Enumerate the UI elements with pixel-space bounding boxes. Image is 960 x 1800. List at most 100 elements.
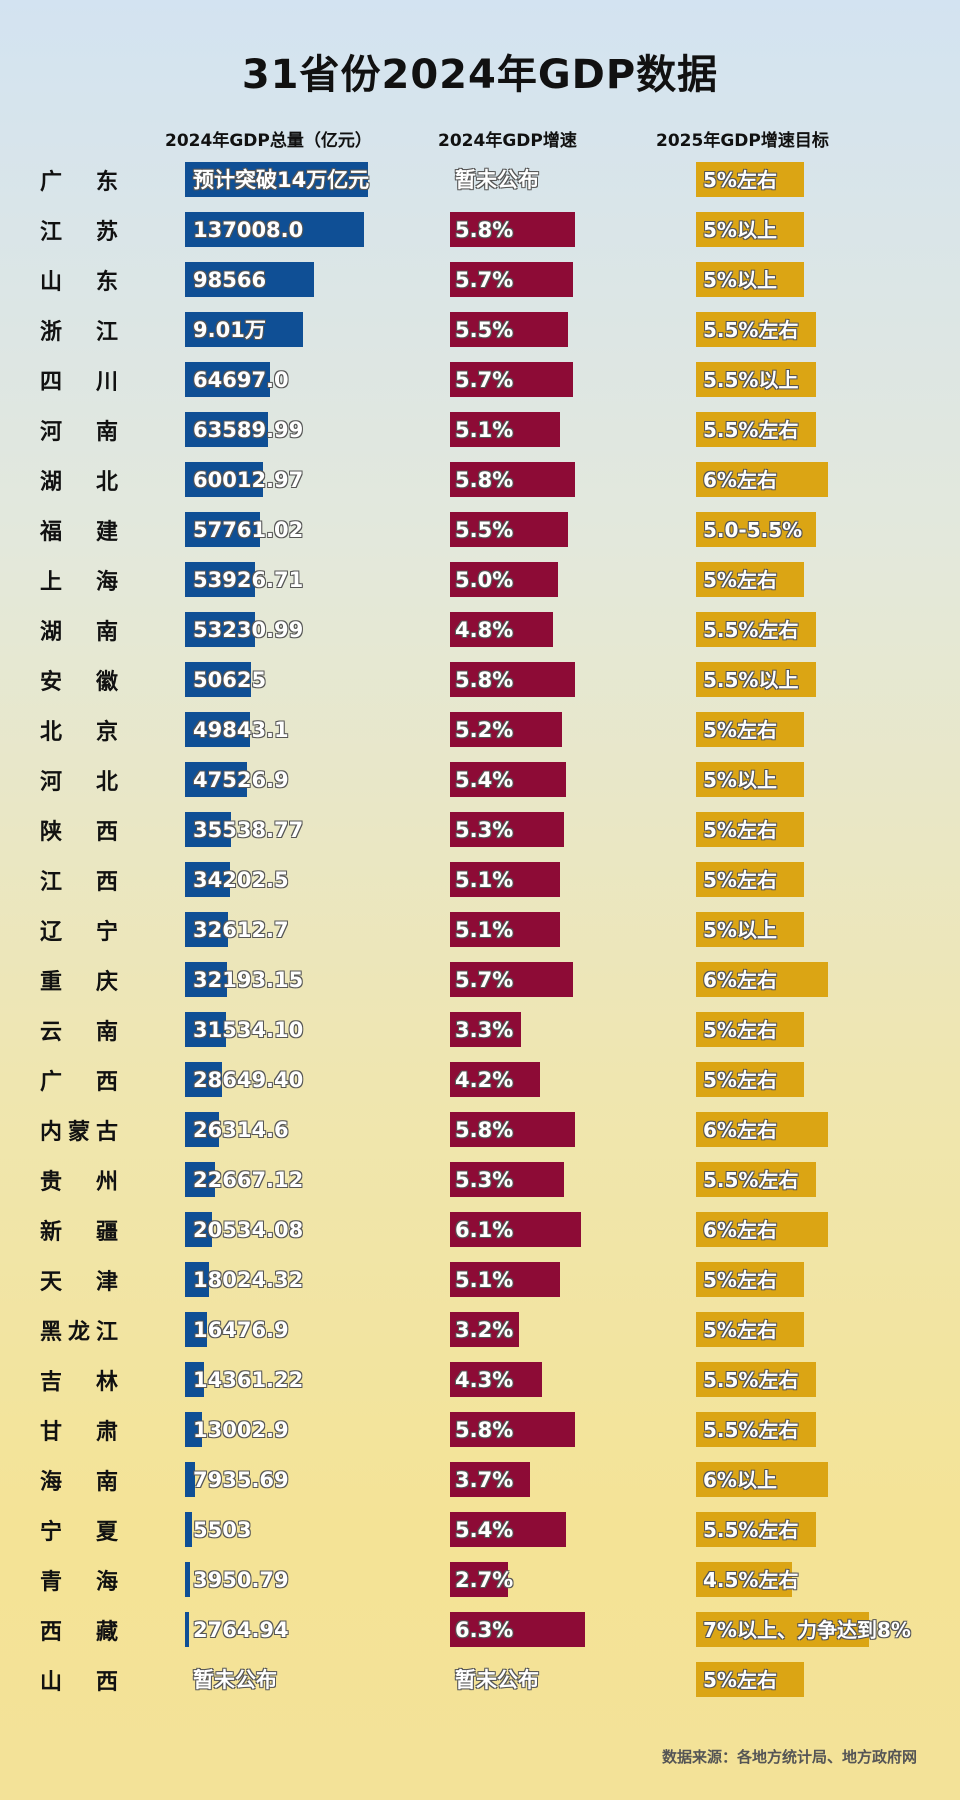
- target-bar: [696, 212, 804, 247]
- gdp-label: 35538.77: [193, 818, 304, 842]
- table-row: 河南 63589.99 5.1% 5.5%左右: [0, 405, 960, 455]
- gdp-bar: [185, 212, 364, 247]
- name-char: 浙: [40, 319, 63, 345]
- name-char: 疆: [95, 1219, 118, 1245]
- growth-label: 5.8%: [455, 468, 514, 492]
- table-row: 广东预计突破14万亿元 暂未公布 5%左右: [0, 155, 960, 205]
- page-title: 31省份2024年GDP数据: [241, 52, 719, 98]
- gdp-label: 预计突破14万亿元: [193, 168, 370, 192]
- table-row: 江苏 137008.0 5.8% 5%以上: [0, 205, 960, 255]
- gdp-label: 53926.71: [193, 568, 304, 592]
- gdp-bar: [185, 162, 368, 197]
- gdp-bar: [185, 1162, 215, 1197]
- growth-label: 5.1%: [455, 918, 514, 942]
- table-row: 山东 98566 5.7% 5%以上: [0, 255, 960, 305]
- growth-label: 5.4%: [455, 768, 514, 792]
- gdp-label: 9.01万: [193, 318, 266, 342]
- target-bar: [696, 1662, 804, 1697]
- gdp-label: 34202.5: [193, 868, 289, 892]
- province-name: 湖南: [40, 615, 118, 645]
- name-char: 江: [95, 1319, 118, 1345]
- name-char: 上: [40, 569, 63, 595]
- table-row: 新疆 20534.08 6.1% 6%左右: [0, 1205, 960, 1255]
- target-label: 5.5%以上: [703, 368, 799, 392]
- growth-bar: [450, 1312, 519, 1347]
- growth-bar: [450, 1112, 575, 1147]
- target-bar: [696, 1112, 828, 1147]
- province-name: 福建: [40, 515, 118, 545]
- gdp-label: 5503: [193, 1518, 252, 1542]
- growth-bar: [450, 1462, 530, 1497]
- province-name: 西藏: [40, 1615, 118, 1645]
- target-bar: [696, 1012, 804, 1047]
- gdp-bar: [185, 462, 264, 497]
- gdp-label: 32612.7: [193, 918, 289, 942]
- growth-bar: [450, 1612, 586, 1647]
- header-target: 2025年GDP增速目标: [656, 131, 829, 151]
- province-name: 浙江: [40, 315, 118, 345]
- gdp-bar: [185, 1462, 196, 1497]
- table-row: 青海 3950.79 2.7% 4.5%左右: [0, 1555, 960, 1605]
- name-char: 北: [95, 769, 118, 795]
- gdp-label: 64697.0: [193, 368, 289, 392]
- growth-label: 5.4%: [455, 1518, 514, 1542]
- growth-label: 4.3%: [455, 1368, 514, 1392]
- province-name: 北京: [40, 715, 118, 745]
- gdp-bar: [185, 1612, 189, 1647]
- gdp-label: 137008.0: [193, 218, 304, 242]
- gdp-label: 20534.08: [193, 1218, 304, 1242]
- province-name: 海南: [40, 1465, 118, 1495]
- target-label: 5.5%左右: [703, 1518, 799, 1542]
- target-bar: [696, 262, 804, 297]
- province-name: 青海: [40, 1565, 118, 1595]
- growth-bar: [450, 1562, 509, 1597]
- table-row: 云南 31534.10 3.3% 5%左右: [0, 1005, 960, 1055]
- growth-label: 5.1%: [455, 418, 514, 442]
- table-row: 天津 18024.32 5.1% 5%左右: [0, 1255, 960, 1305]
- target-bar: [696, 1212, 828, 1247]
- table-row: 湖南 53230.99 4.8% 5.5%左右: [0, 605, 960, 655]
- gdp-label: 32193.15: [193, 968, 304, 992]
- target-label: 5%左右: [703, 1018, 777, 1042]
- name-char: 江: [40, 219, 63, 245]
- name-char: 辽: [40, 919, 63, 945]
- table-row: 黑龙江 16476.9 3.2% 5%左右: [0, 1305, 960, 1355]
- target-bar: [696, 1312, 804, 1347]
- name-char: 内: [40, 1119, 63, 1145]
- target-label: 5%左右: [703, 1668, 777, 1692]
- name-char: 苏: [95, 219, 118, 245]
- target-bar: [696, 1562, 792, 1597]
- name-char: 河: [40, 419, 63, 445]
- table-row: 内蒙古 26314.6 5.8% 6%左右: [0, 1105, 960, 1155]
- province-name: 辽宁: [40, 915, 118, 945]
- name-char: 龙: [67, 1319, 90, 1345]
- target-label: 5%左右: [703, 568, 777, 592]
- name-char: 蒙: [67, 1119, 90, 1145]
- name-char: 湖: [40, 469, 63, 495]
- province-name: 贵州: [40, 1165, 118, 1195]
- table-row: 江西 34202.5 5.1% 5%左右: [0, 855, 960, 905]
- target-label: 5.5%左右: [703, 1168, 799, 1192]
- target-bar: [696, 562, 804, 597]
- gdp-label: 16476.9: [193, 1318, 289, 1342]
- name-char: 夏: [95, 1519, 118, 1545]
- name-char: 西: [95, 869, 118, 895]
- name-char: 山: [40, 269, 63, 295]
- name-char: 宁: [95, 919, 118, 945]
- growth-bar: [450, 762, 567, 797]
- gdp-bar: [185, 562, 256, 597]
- growth-label: 5.1%: [455, 868, 514, 892]
- target-label: 6%左右: [703, 1118, 777, 1142]
- target-label: 5%左右: [703, 718, 777, 742]
- province-name: 天津: [40, 1265, 118, 1295]
- name-char: 江: [40, 869, 63, 895]
- gdp-label: 60012.97: [193, 468, 304, 492]
- name-char: 肃: [95, 1419, 118, 1445]
- target-bar: [696, 662, 816, 697]
- gdp-bar: [185, 762, 248, 797]
- province-name: 宁夏: [40, 1515, 118, 1545]
- target-label: 5.5%以上: [703, 668, 799, 692]
- target-label: 6%左右: [703, 468, 777, 492]
- name-char: 东: [95, 169, 118, 195]
- gdp-label: 31534.10: [193, 1018, 304, 1042]
